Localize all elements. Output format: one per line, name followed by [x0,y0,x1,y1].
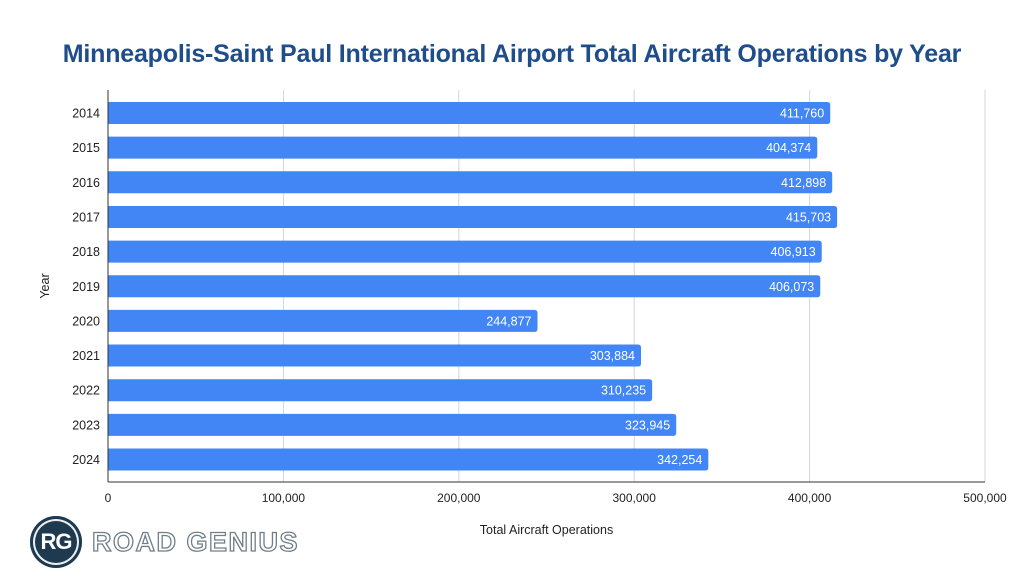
bar-2017 [108,205,838,228]
bar-2019 [108,275,821,298]
y-tick-label: 2020 [72,314,100,328]
bar-2020 [108,309,538,332]
y-axis-title: Year [38,273,52,298]
bar-2014 [108,102,831,124]
x-tick-label: 100,000 [262,491,306,505]
x-tick-label: 200,000 [437,491,481,505]
y-tick-label: 2016 [72,176,100,190]
data-label: 406,073 [769,280,814,294]
logo-text: ROAD GENIUS [91,526,300,557]
data-label: 411,760 [780,107,824,121]
data-label: 310,235 [601,384,646,398]
bar-2022 [108,379,653,402]
x-tick-label: 400,000 [788,491,832,505]
y-tick-label: 2014 [72,107,100,121]
data-label: 404,374 [766,141,811,155]
x-axis-title: Total Aircraft Operations [480,523,613,537]
data-label: 323,945 [625,418,670,432]
bar-2015 [108,136,818,159]
data-label: 415,703 [786,210,831,224]
data-label: 406,913 [771,245,816,259]
x-tick-label: 500,000 [963,491,1007,505]
bar-2018 [108,240,822,263]
y-tick-label: 2015 [72,141,100,155]
y-tick-label: 2021 [72,349,100,363]
bar-2023 [108,413,677,436]
bar-2021 [108,344,642,367]
bar-2016 [108,171,833,194]
y-tick-label: 2017 [72,210,100,224]
data-label: 244,877 [486,314,531,328]
data-label: 412,898 [781,176,826,190]
y-tick-label: 2023 [72,418,100,432]
y-tick-label: 2024 [72,453,100,467]
logo-badge: RG [30,516,82,568]
bar-2024 [108,448,709,471]
y-tick-label: 2018 [72,245,100,259]
data-label: 342,254 [657,453,702,467]
chart-title: Minneapolis-Saint Paul International Air… [62,40,962,68]
y-tick-label: 2022 [72,384,100,398]
x-tick-label: 0 [105,491,112,505]
y-tick-label: 2019 [72,280,100,294]
x-tick-label: 300,000 [613,491,657,505]
road-genius-logo: RG ROAD GENIUS [30,516,299,568]
data-label: 303,884 [590,349,635,363]
